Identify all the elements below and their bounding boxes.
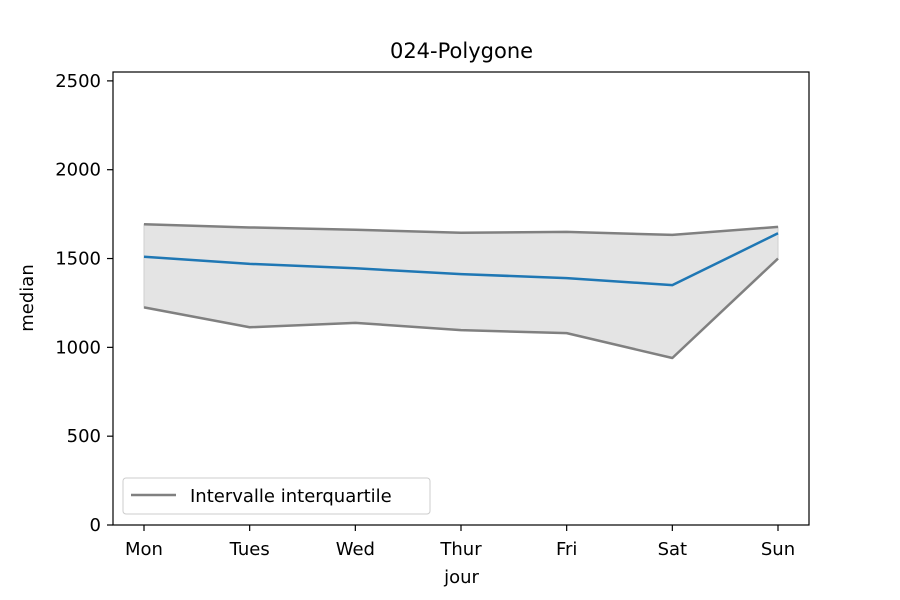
y-tick-label: 1000 bbox=[55, 337, 101, 358]
x-axis-label: jour bbox=[443, 567, 479, 588]
median-line bbox=[143, 232, 779, 287]
x-tick-label: Thur bbox=[439, 539, 482, 560]
q1-line bbox=[143, 257, 779, 360]
y-tick-label: 2500 bbox=[55, 71, 101, 92]
y-tick-label: 0 bbox=[90, 515, 101, 536]
q3-line bbox=[143, 222, 779, 237]
iqr-band bbox=[143, 223, 779, 359]
chart-title: 024-Polygone bbox=[390, 39, 533, 63]
x-tick-label: Sun bbox=[761, 539, 795, 560]
legend-entry-label: Intervalle interquartile bbox=[190, 486, 392, 507]
x-tick-label: Fri bbox=[556, 539, 577, 560]
y-axis-label: median bbox=[17, 264, 38, 331]
y-tick-label: 2000 bbox=[55, 160, 101, 181]
y-tick-label: 500 bbox=[67, 426, 101, 447]
x-tick-label: Wed bbox=[336, 539, 375, 560]
x-tick-label: Sat bbox=[658, 539, 688, 560]
plot-area: 0 500 1000 1500 2000 2500 Mon Tues Wed Thur Fri Sat… bbox=[55, 71, 810, 560]
x-tick-label: Mon bbox=[125, 539, 163, 560]
legend-box bbox=[122, 477, 431, 515]
y-tick-label: 1500 bbox=[55, 249, 101, 270]
x-tick-label: Tues bbox=[229, 539, 270, 560]
legend: Intervalle interquartile bbox=[122, 477, 431, 515]
